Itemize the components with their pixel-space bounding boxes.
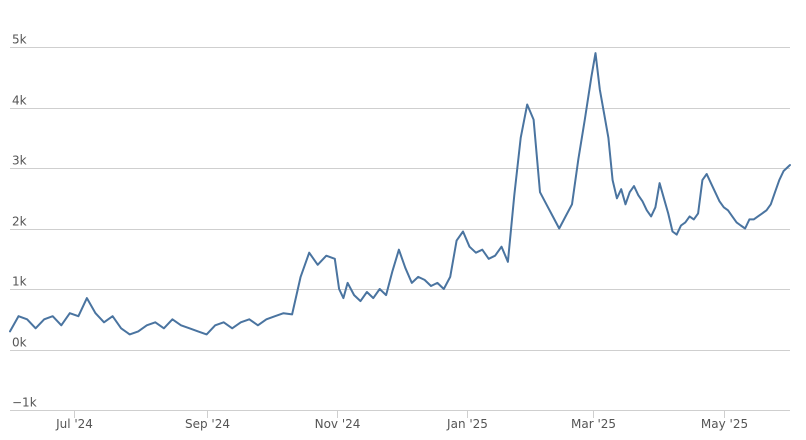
x-tick-label: Nov '24 [315, 417, 361, 431]
x-tick-label: Jul '24 [55, 417, 93, 431]
grid-lines [10, 47, 790, 411]
y-tick-label: 5k [12, 33, 27, 47]
x-tick-label: May '25 [701, 417, 748, 431]
series-line-0 [9, 52, 791, 336]
y-tick-label: −1k [12, 396, 37, 410]
y-tick-label: 2k [12, 215, 27, 229]
series-layer [9, 52, 791, 336]
x-tick-label: Sep '24 [185, 417, 230, 431]
x-tick-label: Jan '25 [446, 417, 488, 431]
y-tick-label: 1k [12, 275, 27, 289]
y-axis-tick-labels: 5k 4k 3k 2k 1k 0k −1k [12, 33, 37, 410]
x-axis-tick-labels: Jul '24 Sep '24 Nov '24 Jan '25 Mar '25 May '… [55, 410, 748, 431]
y-tick-label: 3k [12, 154, 27, 168]
x-tick-label: Mar '25 [571, 417, 616, 431]
y-tick-label: 4k [12, 94, 27, 108]
y-tick-label: 0k [12, 336, 27, 350]
